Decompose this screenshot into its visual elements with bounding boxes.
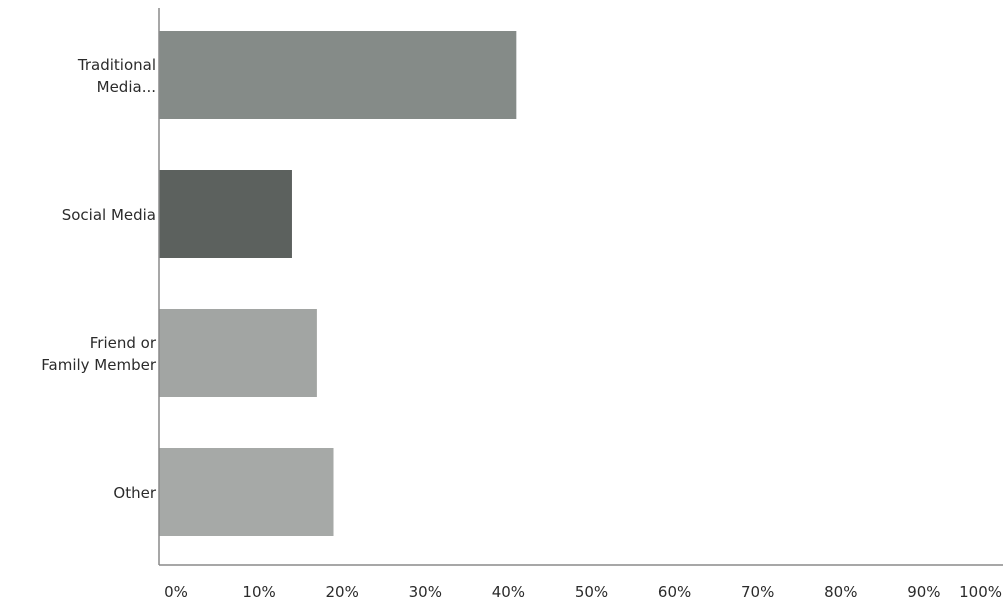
category-label-0: Traditional Media... [77,56,156,96]
x-tick-label: 40% [492,583,525,601]
category-label-3: Other [113,484,156,502]
x-tick-label: 70% [741,583,774,601]
bar-1 [159,170,292,258]
x-tick-label: 100% [959,583,1002,601]
x-tick-label: 30% [409,583,442,601]
x-tick-label: 20% [326,583,359,601]
x-tick-label: 0% [164,583,188,601]
x-tick-label: 10% [242,583,275,601]
bar-0 [159,31,517,119]
category-label-1: Social Media [62,206,156,224]
bar-2 [159,309,317,397]
x-tick-label: 50% [575,583,608,601]
bar-3 [159,448,334,536]
x-tick-label: 90% [907,583,940,601]
category-label-2: Friend or Family Member [41,334,157,374]
x-tick-label: 80% [824,583,857,601]
x-tick-label: 60% [658,583,691,601]
